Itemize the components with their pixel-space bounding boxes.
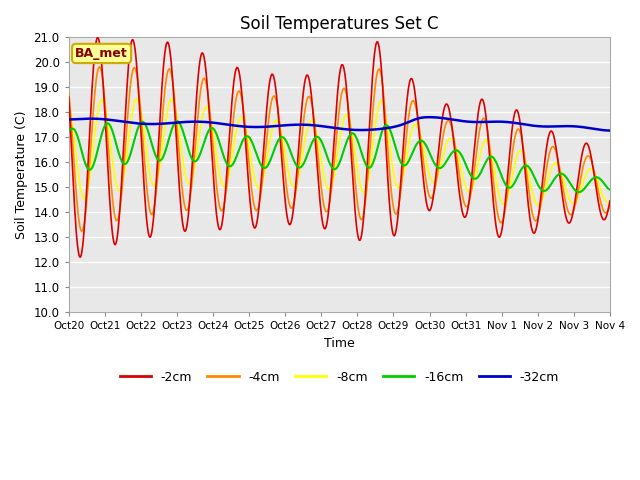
X-axis label: Time: Time: [324, 337, 355, 350]
Legend: -2cm, -4cm, -8cm, -16cm, -32cm: -2cm, -4cm, -8cm, -16cm, -32cm: [115, 366, 564, 389]
Title: Soil Temperatures Set C: Soil Temperatures Set C: [240, 15, 438, 33]
Text: BA_met: BA_met: [76, 47, 128, 60]
Y-axis label: Soil Temperature (C): Soil Temperature (C): [15, 110, 28, 239]
